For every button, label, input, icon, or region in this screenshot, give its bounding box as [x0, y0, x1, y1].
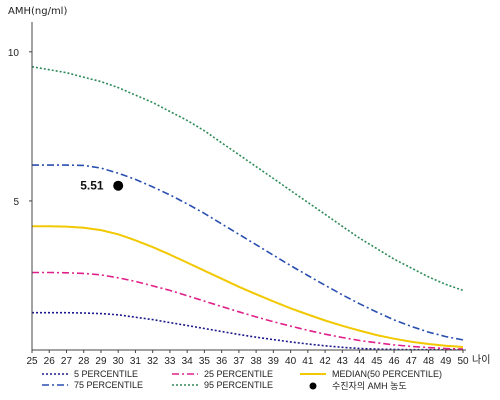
legend-label-25-percentile: 25 PERCENTILE — [204, 369, 273, 379]
x-tick-label: 40 — [285, 356, 297, 367]
plot-area: 5.51 — [31, 65, 464, 351]
x-tick-label: 47 — [406, 356, 418, 367]
y-axis-title: AMH(ng/ml) — [8, 6, 67, 17]
series-line-median-50-percentile — [32, 225, 464, 348]
x-tick-label: 37 — [233, 356, 245, 367]
y-tick-label: 5 — [13, 197, 19, 208]
y-tick-label: 10 — [8, 48, 20, 59]
x-tick-label: 27 — [61, 356, 73, 367]
y-ticks: 5 10 — [8, 48, 32, 208]
legend: 5 PERCENTILE 25 PERCENTILE MEDIAN(50 PERCE… — [42, 369, 442, 391]
x-tick-label: 42 — [320, 356, 332, 367]
patient-amh-value-label: 5.51 — [80, 179, 104, 193]
x-tick-label: 25 — [26, 356, 38, 367]
x-tick-label: 44 — [354, 356, 366, 367]
x-tick-label: 32 — [147, 356, 159, 367]
x-tick-label: 50 — [457, 356, 469, 367]
legend-label-95-percentile: 95 PERCENTILE — [204, 380, 273, 390]
legend-label-patient-amh: 수진자의 AMH 농도 — [332, 381, 407, 391]
x-tick-label: 34 — [182, 356, 194, 367]
x-tick-label: 36 — [216, 356, 228, 367]
x-ticks: 25 26 27 28 29 30 31 32 33 34 35 36 37 38 39 40 41 42 43 44… — [26, 350, 469, 367]
x-tick-label: 46 — [388, 356, 400, 367]
x-tick-label: 38 — [251, 356, 263, 367]
x-tick-label: 39 — [268, 356, 280, 367]
patient-amh-point — [113, 180, 124, 191]
x-tick-label: 30 — [113, 356, 125, 367]
x-tick-label: 29 — [95, 356, 107, 367]
series-line-95-percentile — [31, 65, 464, 292]
legend-label-75-percentile: 75 PERCENTILE — [74, 380, 143, 390]
legend-marker-dot — [309, 382, 317, 390]
series-line-5-percentile — [32, 311, 463, 351]
x-tick-label: 49 — [440, 356, 452, 367]
x-tick-label: 48 — [423, 356, 435, 367]
x-tick-label: 43 — [337, 356, 349, 367]
series-line-25-percentile — [32, 271, 464, 350]
x-tick-label: 33 — [164, 356, 176, 367]
x-axis-title: 나이 — [472, 354, 490, 366]
x-tick-label: 41 — [302, 356, 314, 367]
x-tick-label: 26 — [44, 356, 56, 367]
series-line-75-percentile — [32, 164, 464, 341]
x-tick-label: 35 — [199, 356, 211, 367]
x-tick-label: 45 — [371, 356, 383, 367]
x-tick-label: 31 — [130, 356, 142, 367]
legend-label-median-50-percentile: MEDIAN(50 PERCENTILE) — [332, 369, 442, 379]
legend-label-5-percentile: 5 PERCENTILE — [74, 369, 138, 379]
x-tick-label: 28 — [78, 356, 90, 367]
